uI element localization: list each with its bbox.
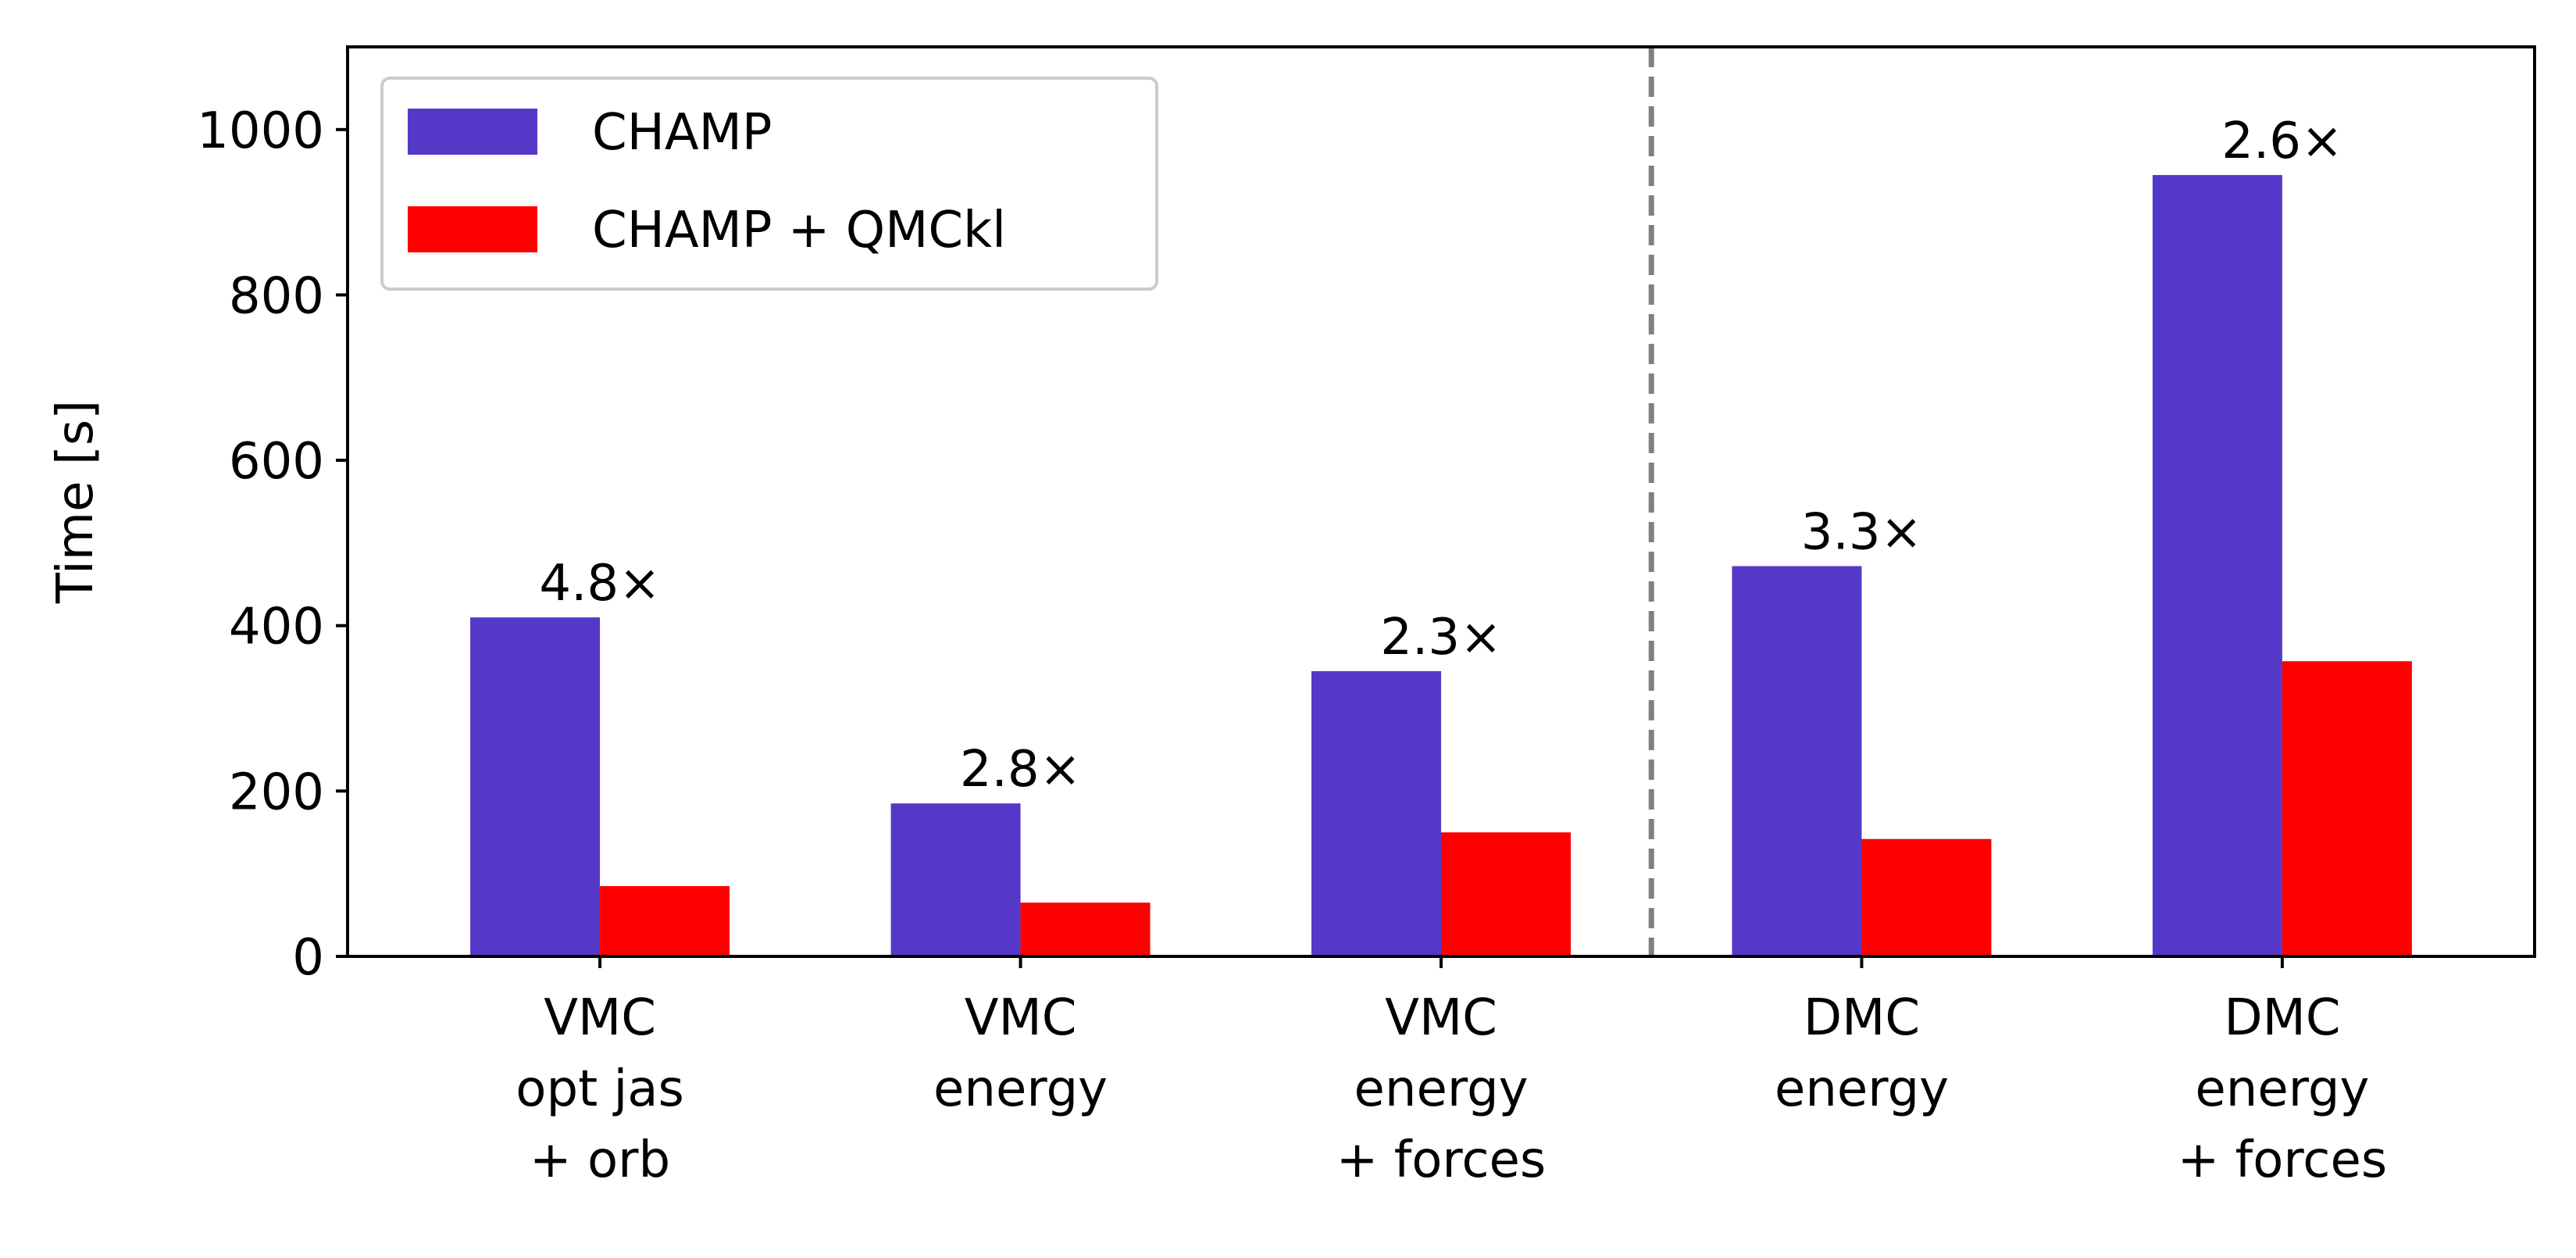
x-tick-label-line: VMC: [1385, 989, 1497, 1047]
x-tick-label-line: energy: [933, 1060, 1108, 1118]
x-tick-label-line: + forces: [2178, 1131, 2387, 1189]
x-tick-label-line: DMC: [2224, 989, 2340, 1047]
speedup-label: 2.6×: [2221, 113, 2342, 170]
y-axis: 0 200 400 600 800 1000: [197, 102, 348, 987]
x-tick-label-line: VMC: [965, 989, 1077, 1047]
bar-champ-qmckl-0: [600, 886, 730, 956]
bar-champ-qmckl-2: [1441, 832, 1571, 956]
speedup-label: 2.3×: [1380, 609, 1501, 667]
speedup-label: 4.8×: [539, 555, 660, 613]
x-tick-label-line: energy: [1354, 1060, 1529, 1118]
bar-champ-1: [890, 803, 1021, 956]
bars-layer: [470, 175, 2412, 956]
bar-champ-2: [1311, 670, 1441, 956]
legend: CHAMP CHAMP + QMCkl: [380, 77, 1158, 291]
x-tick-label: VMC energy: [933, 989, 1108, 1118]
y-tick-label: 200: [229, 763, 324, 821]
legend-swatch-champ-qmckl: [408, 206, 537, 252]
bar-champ-3: [1732, 566, 1862, 956]
x-axis: VMC opt jas + orb VMC energy VMC energy + force…: [516, 956, 2387, 1189]
labels-layer: 4.8× 2.8× 2.3× 3.3× 2.6×: [539, 113, 2342, 799]
x-tick-label-line: DMC: [1804, 989, 1920, 1047]
x-tick-label-line: + orb: [530, 1131, 670, 1189]
x-tick-label: VMC energy + forces: [1336, 989, 1546, 1189]
speedup-label: 3.3×: [1801, 504, 1922, 562]
x-tick-label-line: energy: [1775, 1060, 1949, 1118]
x-tick-label-line: energy: [2195, 1060, 2369, 1118]
x-tick-label: VMC opt jas + orb: [516, 989, 684, 1189]
legend-swatch-champ: [408, 109, 537, 155]
y-tick-label: 600: [229, 433, 324, 491]
bar-champ-qmckl-4: [2282, 661, 2412, 956]
x-tick-label-line: VMC: [544, 989, 656, 1047]
y-tick-label: 400: [229, 599, 324, 656]
x-tick-label: DMC energy + forces: [2178, 989, 2387, 1189]
bar-champ-qmckl-1: [1020, 902, 1151, 956]
legend-label-champ: CHAMP: [592, 104, 772, 162]
x-tick-label: DMC energy: [1775, 989, 1949, 1118]
bar-champ-4: [2152, 175, 2282, 956]
x-tick-label-line: + forces: [1336, 1131, 1546, 1189]
x-tick-label-line: opt jas: [516, 1060, 684, 1118]
bar-champ-0: [470, 617, 601, 956]
speedup-label: 2.8×: [960, 741, 1081, 799]
y-tick-label: 800: [229, 267, 324, 325]
y-tick-label: 1000: [197, 102, 324, 160]
y-axis-label: Time [s]: [47, 400, 105, 604]
y-tick-label: 0: [292, 929, 324, 987]
legend-label-champ-qmckl: CHAMP + QMCkl: [592, 202, 1006, 259]
bar-champ-qmckl-3: [1861, 838, 1992, 956]
legend-box: [380, 77, 1158, 291]
